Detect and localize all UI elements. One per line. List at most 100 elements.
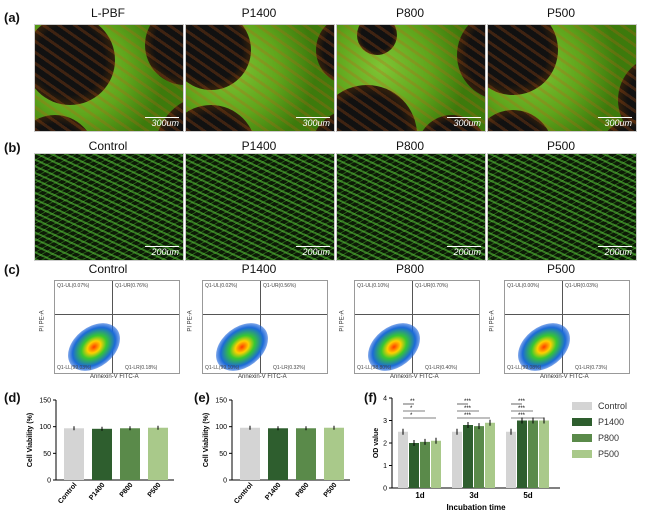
y-tick-label: 50	[43, 451, 51, 458]
row-b-title-4: P500	[546, 139, 576, 153]
scale-bar	[447, 117, 481, 118]
quadrant-label-ur: Q1-UR(0.76%)	[115, 283, 149, 289]
scale-bar	[598, 246, 632, 247]
y-tick-label: 150	[215, 398, 227, 405]
quadrant-label-lr: Q1-LR(0.73%)	[575, 365, 608, 371]
quadrant-label-ul: Q1-UL(0.02%)	[205, 283, 238, 289]
legend-swatch	[572, 402, 592, 410]
flow-ylabel: PI PE-A	[187, 310, 194, 332]
legend-label: P500	[598, 449, 619, 459]
x-tick-label: P500	[147, 482, 163, 499]
x-tick-label: P800	[119, 482, 135, 499]
cell-image-1: 200um	[34, 153, 184, 261]
quadrant-label-ur: Q1-UR(0.56%)	[263, 283, 297, 289]
bar-p800	[120, 428, 140, 480]
chart-e: 0 50 100 150 Control P1400 P800 P500 Cell Viabil…	[203, 398, 350, 506]
bar-control	[240, 427, 260, 480]
panel-e-label: (e)	[194, 390, 210, 405]
bar-p500	[324, 427, 344, 480]
legend-label: Control	[598, 401, 627, 411]
scale-bar-label: 200um	[604, 247, 632, 257]
panel-b-label: (b)	[4, 140, 21, 155]
scale-bar	[145, 246, 179, 247]
flow-plot-1: Q1-UL(0.07%) Q1-UR(0.76%) Q1-LL(99.03%) Q1-…	[54, 280, 180, 381]
significance-mark: ***	[464, 413, 472, 419]
row-b-title-3: P800	[395, 139, 425, 153]
scale-bar-label: 300um	[151, 118, 179, 128]
x-tick-label: P800	[295, 482, 311, 499]
quadrant-label-ul: Q1-UL(0.07%)	[57, 283, 90, 289]
y-tick-label: 2	[383, 441, 387, 448]
significance-mark: *	[410, 406, 413, 412]
flow-xlabel: Annexin-V FITC-A	[540, 374, 589, 380]
panel-a-label: (a)	[4, 10, 20, 25]
legend-label: P1400	[598, 417, 624, 427]
flow-plot-4: Q1-UL(0.00%) Q1-UR(0.03%) Q1-LL(99.08%) Q1-…	[504, 280, 630, 381]
y-axis-title: OD value	[373, 428, 380, 458]
scaffold-image-3: 300um	[336, 24, 486, 132]
bar-p1400	[268, 428, 288, 480]
quadrant-label-ll: Q1-LL(99.10%)	[205, 365, 240, 371]
bar-5d-p800	[528, 420, 538, 488]
significance-mark: *	[410, 413, 413, 419]
panel-f-label: (f)	[364, 390, 377, 405]
bar-p800	[296, 428, 316, 480]
row-c-title-3: P800	[395, 262, 425, 276]
panel-d-label: (d)	[4, 390, 21, 405]
x-tick-label: 3d	[469, 491, 478, 500]
flow-ylabel: PI PE-A	[489, 310, 496, 332]
cell-image-2: 200um	[185, 153, 335, 261]
scale-bar-label: 300um	[302, 118, 330, 128]
scale-bar	[296, 246, 330, 247]
flow-xlabel: Annexin-V FITC-A	[390, 374, 439, 380]
y-tick-label: 0	[223, 478, 227, 485]
row-a-title-4: P500	[546, 6, 576, 20]
legend-label: P800	[598, 433, 619, 443]
flow-xlabel: Annexin-V FITC-A	[238, 374, 287, 380]
bar-5d-control	[506, 431, 516, 488]
y-tick-label: 0	[383, 486, 387, 493]
x-tick-label: 5d	[523, 491, 532, 500]
flow-ylabel: PI PE-A	[39, 310, 46, 332]
y-tick-label: 100	[39, 424, 51, 431]
flow-ylabel: PI PE-A	[339, 310, 346, 332]
x-tick-label: Control	[57, 482, 78, 506]
row-a-title-1: L-PBF	[90, 6, 125, 20]
row-c-title-4: P500	[546, 262, 576, 276]
quadrant-label-lr: Q1-LR(0.18%)	[125, 365, 158, 371]
scale-bar-label: 300um	[604, 118, 632, 128]
quadrant-label-ul: Q1-UL(0.10%)	[357, 283, 390, 289]
scale-bar-label: 200um	[151, 247, 179, 257]
bar-1d-p800	[420, 441, 430, 488]
scale-bar	[296, 117, 330, 118]
quadrant-label-ll: Q1-LL(99.03%)	[57, 365, 92, 371]
y-tick-label: 150	[39, 398, 51, 405]
quadrant-label-lr: Q1-LR(0.32%)	[273, 365, 306, 371]
bar-p500	[148, 427, 168, 480]
y-axis-title: Cell Viability (%)	[203, 413, 210, 467]
y-axis-title: Cell Viability (%)	[27, 413, 34, 467]
bar-control	[64, 428, 84, 480]
bar-1d-p500	[431, 440, 441, 488]
x-tick-label: Control	[233, 482, 254, 506]
scale-bar-label: 200um	[453, 247, 481, 257]
y-tick-label: 50	[219, 451, 227, 458]
flow-xlabel: Annexin-V FITC-A	[90, 374, 139, 380]
significance-mark: ***	[518, 413, 526, 419]
row-a-title-3: P800	[395, 6, 425, 20]
x-tick-label: 1d	[415, 491, 424, 500]
bar-3d-p500	[485, 422, 495, 488]
x-tick-label: P1400	[88, 482, 106, 502]
scale-bar-label: 200um	[302, 247, 330, 257]
significance-mark: **	[410, 399, 415, 405]
significance-mark: ***	[518, 399, 526, 405]
quadrant-label-ll: Q1-LL(99.08%)	[507, 365, 542, 371]
significance-mark: ***	[464, 399, 472, 405]
bar-p1400	[92, 428, 112, 480]
bar-3d-p1400	[463, 425, 473, 488]
y-tick-label: 1	[383, 463, 387, 470]
bar-5d-p500	[539, 420, 549, 488]
quadrant-label-ur: Q1-UR(0.03%)	[565, 283, 599, 289]
scale-bar	[145, 117, 179, 118]
